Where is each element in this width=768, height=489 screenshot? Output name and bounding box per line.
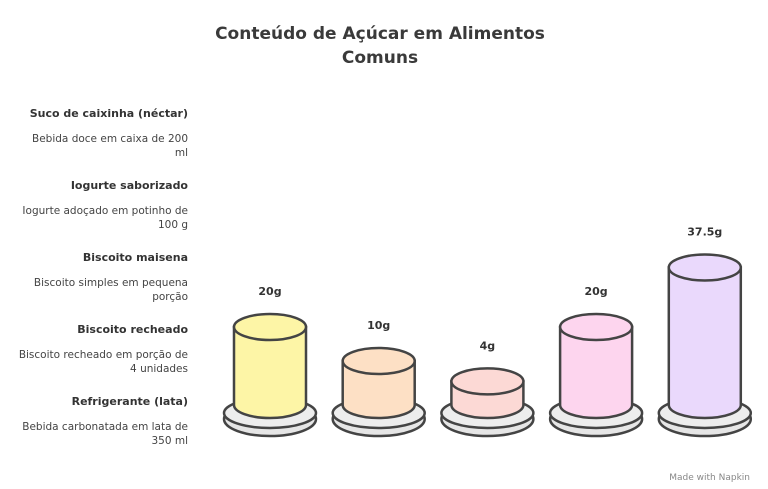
value-label: 20g — [585, 285, 608, 298]
cylinder-top — [450, 367, 525, 396]
item-title: Biscoito recheado — [77, 323, 188, 336]
item-title: Suco de caixinha (néctar) — [29, 107, 188, 120]
item-title: Refrigerante (lata) — [71, 395, 188, 408]
item-description: Biscoito simples em pequena porção — [33, 277, 188, 303]
item-title: Biscoito maisena — [82, 251, 188, 264]
item-description: Biscoito recheado em porção de 4 unidade… — [18, 349, 188, 375]
value-label: 10g — [367, 319, 390, 332]
cylinder-body — [232, 325, 308, 420]
cylinder — [657, 253, 753, 438]
cylinder-top — [558, 312, 634, 342]
chart-title: Conteúdo de Açúcar em Alimentos Comuns — [215, 24, 545, 68]
cylinder-top — [667, 253, 743, 282]
footer: Made with Napkin — [669, 473, 750, 483]
cylinder — [548, 312, 644, 438]
item-description: Bebida carbonatada em lata de 350 ml — [22, 421, 188, 447]
item-description: Bebida doce em caixa de 200 ml — [32, 133, 188, 159]
value-label: 20g — [258, 285, 281, 298]
item-title: Iogurte saborizado — [70, 179, 188, 192]
cylinder — [440, 367, 535, 438]
value-label: 37.5g — [687, 226, 722, 239]
value-label: 4g — [480, 339, 496, 352]
item-description: Iogurte adoçado em potinho de 100 g — [22, 205, 188, 231]
cylinder-top — [232, 312, 308, 342]
cylinder-body — [558, 325, 634, 420]
cylinder-body — [667, 266, 743, 420]
cylinder-body — [341, 359, 416, 420]
cylinder-top — [341, 346, 416, 376]
cylinder — [331, 346, 426, 438]
cylinder — [222, 312, 318, 438]
